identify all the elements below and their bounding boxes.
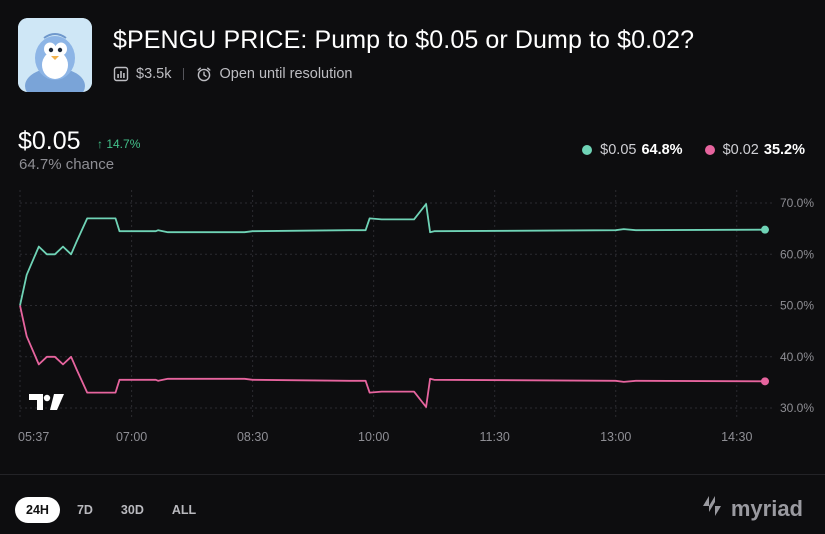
volume-text: $3.5k: [136, 66, 172, 82]
current-price: $0.05: [18, 127, 81, 155]
x-tick-label: 10:00: [358, 430, 389, 444]
bar-chart-icon: [113, 66, 129, 82]
legend-dot-green: [582, 145, 593, 155]
y-tick-label: 50.0%: [780, 299, 814, 313]
legend-label: $0.02: [722, 142, 759, 158]
x-tick-label: 07:00: [116, 430, 147, 444]
legend-pct: 64.8%: [641, 142, 683, 158]
price-chart: 05:37 07:00 08:30 10:00 11:30 13:00 14:30 70.0%…: [18, 190, 814, 444]
market-meta: $3.5k Open until resolution: [113, 66, 352, 82]
legend-item-0.05: $0.05 64.8%: [582, 142, 683, 158]
series-end-point: [761, 225, 769, 234]
x-tick-label: 14:30: [721, 430, 752, 444]
status-text: Open until resolution: [219, 66, 353, 82]
y-tick-label: 60.0%: [780, 247, 814, 261]
range-30d-button[interactable]: 30D: [120, 503, 144, 517]
range-all-button[interactable]: ALL: [171, 503, 197, 517]
y-tick-label: 70.0%: [780, 196, 814, 210]
legend-pct: 35.2%: [763, 142, 805, 158]
legend-label: $0.05: [600, 142, 637, 158]
series-line-$0.05: [19, 203, 766, 306]
range-7d-button[interactable]: 7D: [76, 503, 93, 517]
x-tick-label: 13:00: [600, 430, 631, 444]
footer-divider: [0, 474, 825, 475]
penguin-icon: [18, 18, 92, 92]
price-change: ↑ 14.7%: [97, 137, 141, 151]
range-selector: 24H 7D 30D ALL: [15, 497, 213, 523]
x-tick-label: 11:30: [480, 430, 510, 444]
avatar: [18, 18, 92, 92]
alarm-clock-icon: [196, 66, 212, 82]
series-line-$0.02: [19, 305, 766, 408]
chance-text: 64.7% chance: [19, 156, 115, 173]
range-24h-button[interactable]: 24H: [15, 497, 60, 523]
series-end-point: [761, 377, 769, 386]
myriad-logo-icon: [700, 494, 724, 524]
tradingview-logo: [28, 392, 66, 417]
legend-item-0.02: $0.02 35.2%: [704, 142, 805, 158]
page-title: $PENGU PRICE: Pump to $0.05 or Dump to $…: [113, 26, 695, 54]
meta-divider: [183, 68, 185, 80]
legend-dot-pink: [704, 145, 715, 155]
y-tick-label: 30.0%: [780, 401, 814, 415]
brand-logo: myriad: [700, 494, 803, 524]
chart-legend: $0.05 64.8% $0.02 35.2%: [560, 142, 805, 158]
brand-name: myriad: [730, 496, 803, 521]
x-tick-label: 08:30: [237, 430, 268, 444]
y-tick-label: 40.0%: [780, 350, 814, 364]
x-tick-label: 05:37: [18, 430, 49, 444]
